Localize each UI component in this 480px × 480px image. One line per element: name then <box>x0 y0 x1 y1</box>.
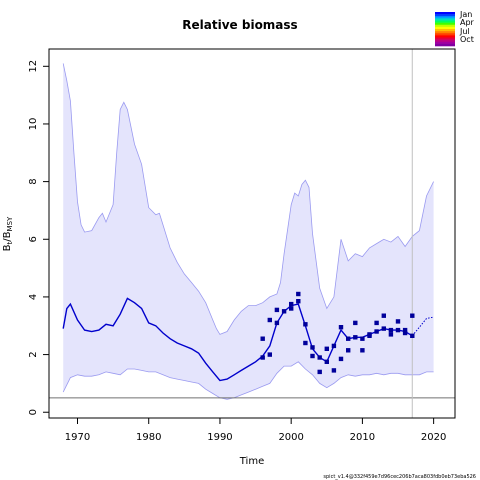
observation-point <box>338 356 344 362</box>
observation-point <box>303 340 308 346</box>
x-axis-label: Time <box>239 456 264 467</box>
observation-point <box>346 348 351 353</box>
observation-point <box>317 369 322 375</box>
observation-point <box>289 301 294 307</box>
observation-point <box>310 353 315 359</box>
observation-point <box>267 352 272 357</box>
plot-area <box>49 49 455 418</box>
x-tick-label: 2000 <box>278 432 303 443</box>
legend-color-swatch <box>435 43 455 47</box>
observation-point <box>353 335 358 340</box>
observation-point <box>274 307 280 313</box>
legend-color-swatch <box>435 26 455 30</box>
y-tick-label: 2 <box>28 351 39 357</box>
observation-point <box>274 320 280 326</box>
y-tick-label: 12 <box>28 60 39 73</box>
x-axis: 1970 1980 1990 2000 2010 2020 <box>65 418 446 443</box>
observation-point <box>281 309 287 314</box>
y-axis-label: Bt/BMSY <box>2 216 14 251</box>
legend-gradient <box>435 12 455 47</box>
observation-point <box>331 343 337 349</box>
y-axis-label-sep: /B <box>2 231 13 241</box>
x-tick-label: 2020 <box>421 432 446 443</box>
legend-color-swatch <box>435 29 455 32</box>
observation-point <box>374 329 379 334</box>
observation-point <box>296 299 301 304</box>
lower-ci-line <box>62 361 434 400</box>
x-tick-label: 1980 <box>136 432 161 443</box>
observation-point <box>317 355 322 360</box>
legend-color-swatch <box>435 14 455 17</box>
legend-label-jul: Jul <box>459 27 470 36</box>
observation-point <box>331 368 337 373</box>
observation-point <box>353 320 358 326</box>
x-tick-label: 1990 <box>207 432 232 443</box>
observation-point <box>324 359 329 364</box>
y-tick-label: 10 <box>28 118 39 131</box>
observation-point <box>402 330 408 336</box>
y-axis-label-main: B <box>2 244 13 251</box>
observation-point <box>360 348 365 353</box>
observation-point <box>395 327 401 333</box>
legend-color-swatch <box>435 41 455 45</box>
observation-point <box>402 327 408 333</box>
plot-frame <box>48 48 456 419</box>
legend-color-swatch <box>435 20 455 23</box>
y-axis-label-sub-msy: MSY <box>6 216 14 231</box>
x-tick-label: 2010 <box>350 432 375 443</box>
observation-point <box>367 333 372 338</box>
observation-point <box>338 325 344 330</box>
confidence-band <box>63 63 434 400</box>
chart-title: Relative biomass <box>182 18 297 32</box>
legend-color-swatch <box>435 35 455 38</box>
observation-point <box>395 319 401 324</box>
legend-color-swatch <box>435 37 455 40</box>
legend-label-jan: Jan <box>459 10 472 19</box>
legend-color-swatch <box>435 18 455 21</box>
observation-point <box>260 355 265 360</box>
legend-color-swatch <box>435 22 455 26</box>
observation-point <box>388 332 394 337</box>
legend-color-swatch <box>435 16 455 19</box>
observation-point <box>289 306 294 311</box>
legend-label-apr: Apr <box>460 18 475 27</box>
y-axis-label-sub-t: t <box>6 241 14 244</box>
observation-point <box>381 313 386 318</box>
observation-point <box>360 336 365 341</box>
observation-point <box>267 317 272 323</box>
legend-color-swatch <box>435 12 455 15</box>
observation-point <box>310 345 315 350</box>
legend-color-swatch <box>435 24 455 28</box>
x-tick-label: 1970 <box>65 432 90 443</box>
observation-point <box>374 320 379 326</box>
legend-color-swatch <box>435 33 455 36</box>
legend-color-swatch <box>435 39 455 43</box>
observation-point <box>410 333 415 338</box>
chart-legend: Jan Apr Jul Oct <box>435 10 475 47</box>
legend-label-oct: Oct <box>460 35 474 44</box>
observation-point <box>260 336 265 341</box>
legend-color-swatch <box>435 31 455 34</box>
y-tick-label: 8 <box>28 178 39 184</box>
median-biomass-line <box>62 297 413 382</box>
observation-point <box>388 327 394 333</box>
observation-point <box>346 336 351 341</box>
upper-ci-line <box>62 63 434 335</box>
y-tick-label: 4 <box>28 294 39 300</box>
observation-point <box>303 322 308 327</box>
observation-point <box>324 346 329 351</box>
y-axis: 0 2 4 6 8 10 12 <box>28 60 49 415</box>
observation-point <box>296 291 301 297</box>
observation-point <box>410 313 415 318</box>
footnote: spict_v1.4@332f459e7d96cec206b7aca803fdb… <box>323 474 476 480</box>
observation-point <box>381 326 386 331</box>
observation-points <box>260 291 415 375</box>
y-tick-label: 6 <box>28 236 39 242</box>
y-tick-label: 0 <box>28 409 39 415</box>
